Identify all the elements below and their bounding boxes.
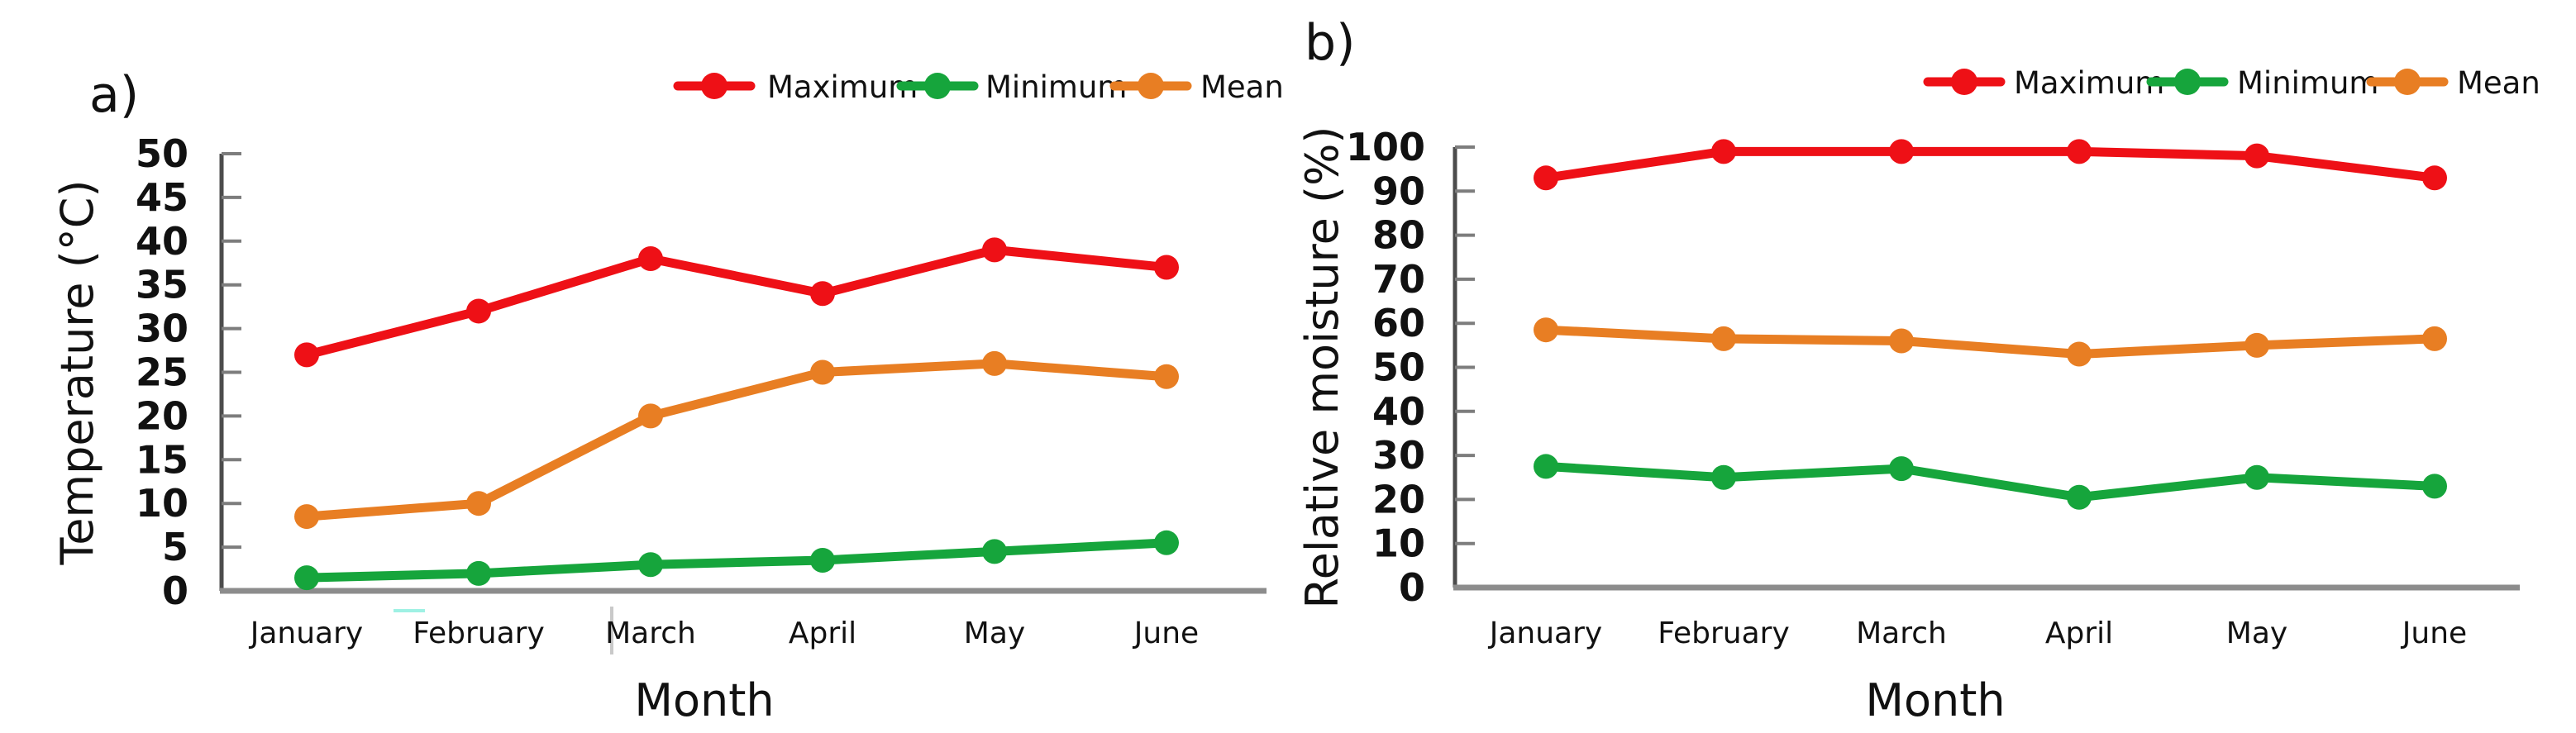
x-tick-label: April <box>2045 616 2113 650</box>
panel-label: b) <box>1305 14 1356 72</box>
maximum-marker-may <box>982 237 1007 263</box>
legend-marker-mean-icon <box>1138 73 1164 99</box>
y-tick-label: 50 <box>1372 345 1425 390</box>
minimum-series-line <box>1541 461 2440 502</box>
maximum-marker-january <box>1534 165 1558 191</box>
y-tick-label: 0 <box>162 569 188 613</box>
legend-label-maximum: Maximum <box>767 69 918 105</box>
maximum-marker-april <box>2067 139 2092 164</box>
mean-marker-june <box>1154 364 1179 389</box>
legend-label-mean: Mean <box>2457 65 2540 101</box>
y-tick-label: 20 <box>1372 477 1425 521</box>
x-tick-label: May <box>964 616 1025 650</box>
y-tick-label: 45 <box>136 175 188 220</box>
y-tick-label: 40 <box>136 219 188 264</box>
maximum-marker-february <box>1711 139 1736 164</box>
maximum-marker-april <box>810 281 835 307</box>
legend-marker-maximum-icon <box>701 73 727 99</box>
y-tick-label: 5 <box>162 525 188 569</box>
y-tick-label: 0 <box>1399 565 1425 610</box>
x-axis-title: Month <box>1865 674 2005 726</box>
minimum-marker-january <box>1534 454 1558 479</box>
maximum-marker-february <box>466 298 491 324</box>
maximum-series-line <box>302 245 1171 359</box>
minimum-marker-june <box>1154 530 1179 555</box>
x-tick-label: January <box>1488 616 1602 650</box>
legend-marker-maximum-icon <box>1951 69 1977 95</box>
legend-label-minimum: Minimum <box>985 69 1127 105</box>
y-tick-label: 100 <box>1346 125 1425 169</box>
maximum-marker-may <box>2244 143 2269 169</box>
legend-marker-minimum-icon <box>924 73 951 99</box>
panel-label: a) <box>89 66 139 124</box>
maximum-marker-january <box>294 342 319 368</box>
y-tick-label: 40 <box>1372 389 1425 434</box>
y-axis-title: Temperature (°C) <box>51 179 103 565</box>
y-tick-label: 30 <box>1372 433 1425 478</box>
maximum-marker-march <box>638 245 663 271</box>
y-tick-label: 90 <box>1372 169 1425 213</box>
legend-label-minimum: Minimum <box>2237 65 2378 101</box>
minimum-marker-february <box>1711 464 1736 490</box>
x-tick-label: May <box>2226 616 2287 650</box>
maximum-series-line <box>1541 146 2440 183</box>
mean-marker-march <box>638 403 663 429</box>
x-tick-label: April <box>789 616 856 650</box>
minimum-marker-june <box>2422 474 2447 499</box>
minimum-marker-february <box>466 560 491 586</box>
mean-marker-may <box>982 350 1007 376</box>
maximum-marker-june <box>2422 165 2447 191</box>
maximum-marker-june <box>1154 255 1179 280</box>
x-tick-label: January <box>249 616 363 650</box>
y-tick-label: 10 <box>1372 521 1425 566</box>
y-tick-label: 35 <box>136 263 188 307</box>
mean-marker-june <box>2422 326 2447 351</box>
y-tick-label: 50 <box>136 131 188 176</box>
mean-series-line <box>1541 325 2440 359</box>
minimum-marker-march <box>1889 456 1914 482</box>
chart-panel-a: a) 0 5 10 15 20 25 30 35 40 45 50 January February Mar… <box>51 66 1284 726</box>
y-tick-label: 80 <box>1372 213 1425 258</box>
mean-series-line <box>302 359 1171 521</box>
y-tick-label: 70 <box>1372 257 1425 302</box>
mean-marker-january <box>294 504 319 530</box>
y-tick-label: 20 <box>136 393 188 438</box>
minimum-marker-april <box>2067 484 2092 510</box>
minimum-marker-january <box>294 565 319 591</box>
mean-marker-april <box>810 359 835 385</box>
minimum-marker-april <box>810 547 835 573</box>
y-tick-label: 15 <box>136 437 188 482</box>
maximum-marker-march <box>1889 139 1914 164</box>
legend-label-maximum: Maximum <box>2014 65 2164 101</box>
mean-marker-march <box>1889 328 1914 354</box>
x-tick-label: March <box>1856 616 1947 650</box>
y-tick-label: 30 <box>136 307 188 351</box>
x-axis-title: Month <box>634 674 774 726</box>
x-tick-label: February <box>413 616 545 650</box>
x-tick-label: March <box>605 616 696 650</box>
x-tick-label: June <box>2401 616 2467 650</box>
x-tick-label: February <box>1658 616 1790 650</box>
chart-panel-b: b) 0 10 20 30 40 50 60 70 80 90 100 January February M… <box>1288 0 2576 733</box>
minimum-marker-may <box>982 539 1007 564</box>
y-tick-label: 60 <box>1372 301 1425 345</box>
y-tick-label: 10 <box>136 481 188 526</box>
mean-marker-february <box>1711 326 1736 351</box>
mean-marker-may <box>2244 332 2269 358</box>
y-axis-title: Relative moisture (%) <box>1296 126 1348 609</box>
minimum-marker-may <box>2244 464 2269 490</box>
minimum-series-line <box>302 538 1171 583</box>
y-tick-label: 25 <box>136 350 188 395</box>
x-tick-label: June <box>1133 616 1199 650</box>
minimum-marker-march <box>638 552 663 578</box>
mean-marker-february <box>466 491 491 516</box>
legend-marker-mean-icon <box>2394 69 2421 95</box>
mean-marker-january <box>1534 317 1558 343</box>
legend-marker-minimum-icon <box>2174 69 2201 95</box>
mean-marker-april <box>2067 341 2092 367</box>
legend-label-mean: Mean <box>1200 69 1284 105</box>
